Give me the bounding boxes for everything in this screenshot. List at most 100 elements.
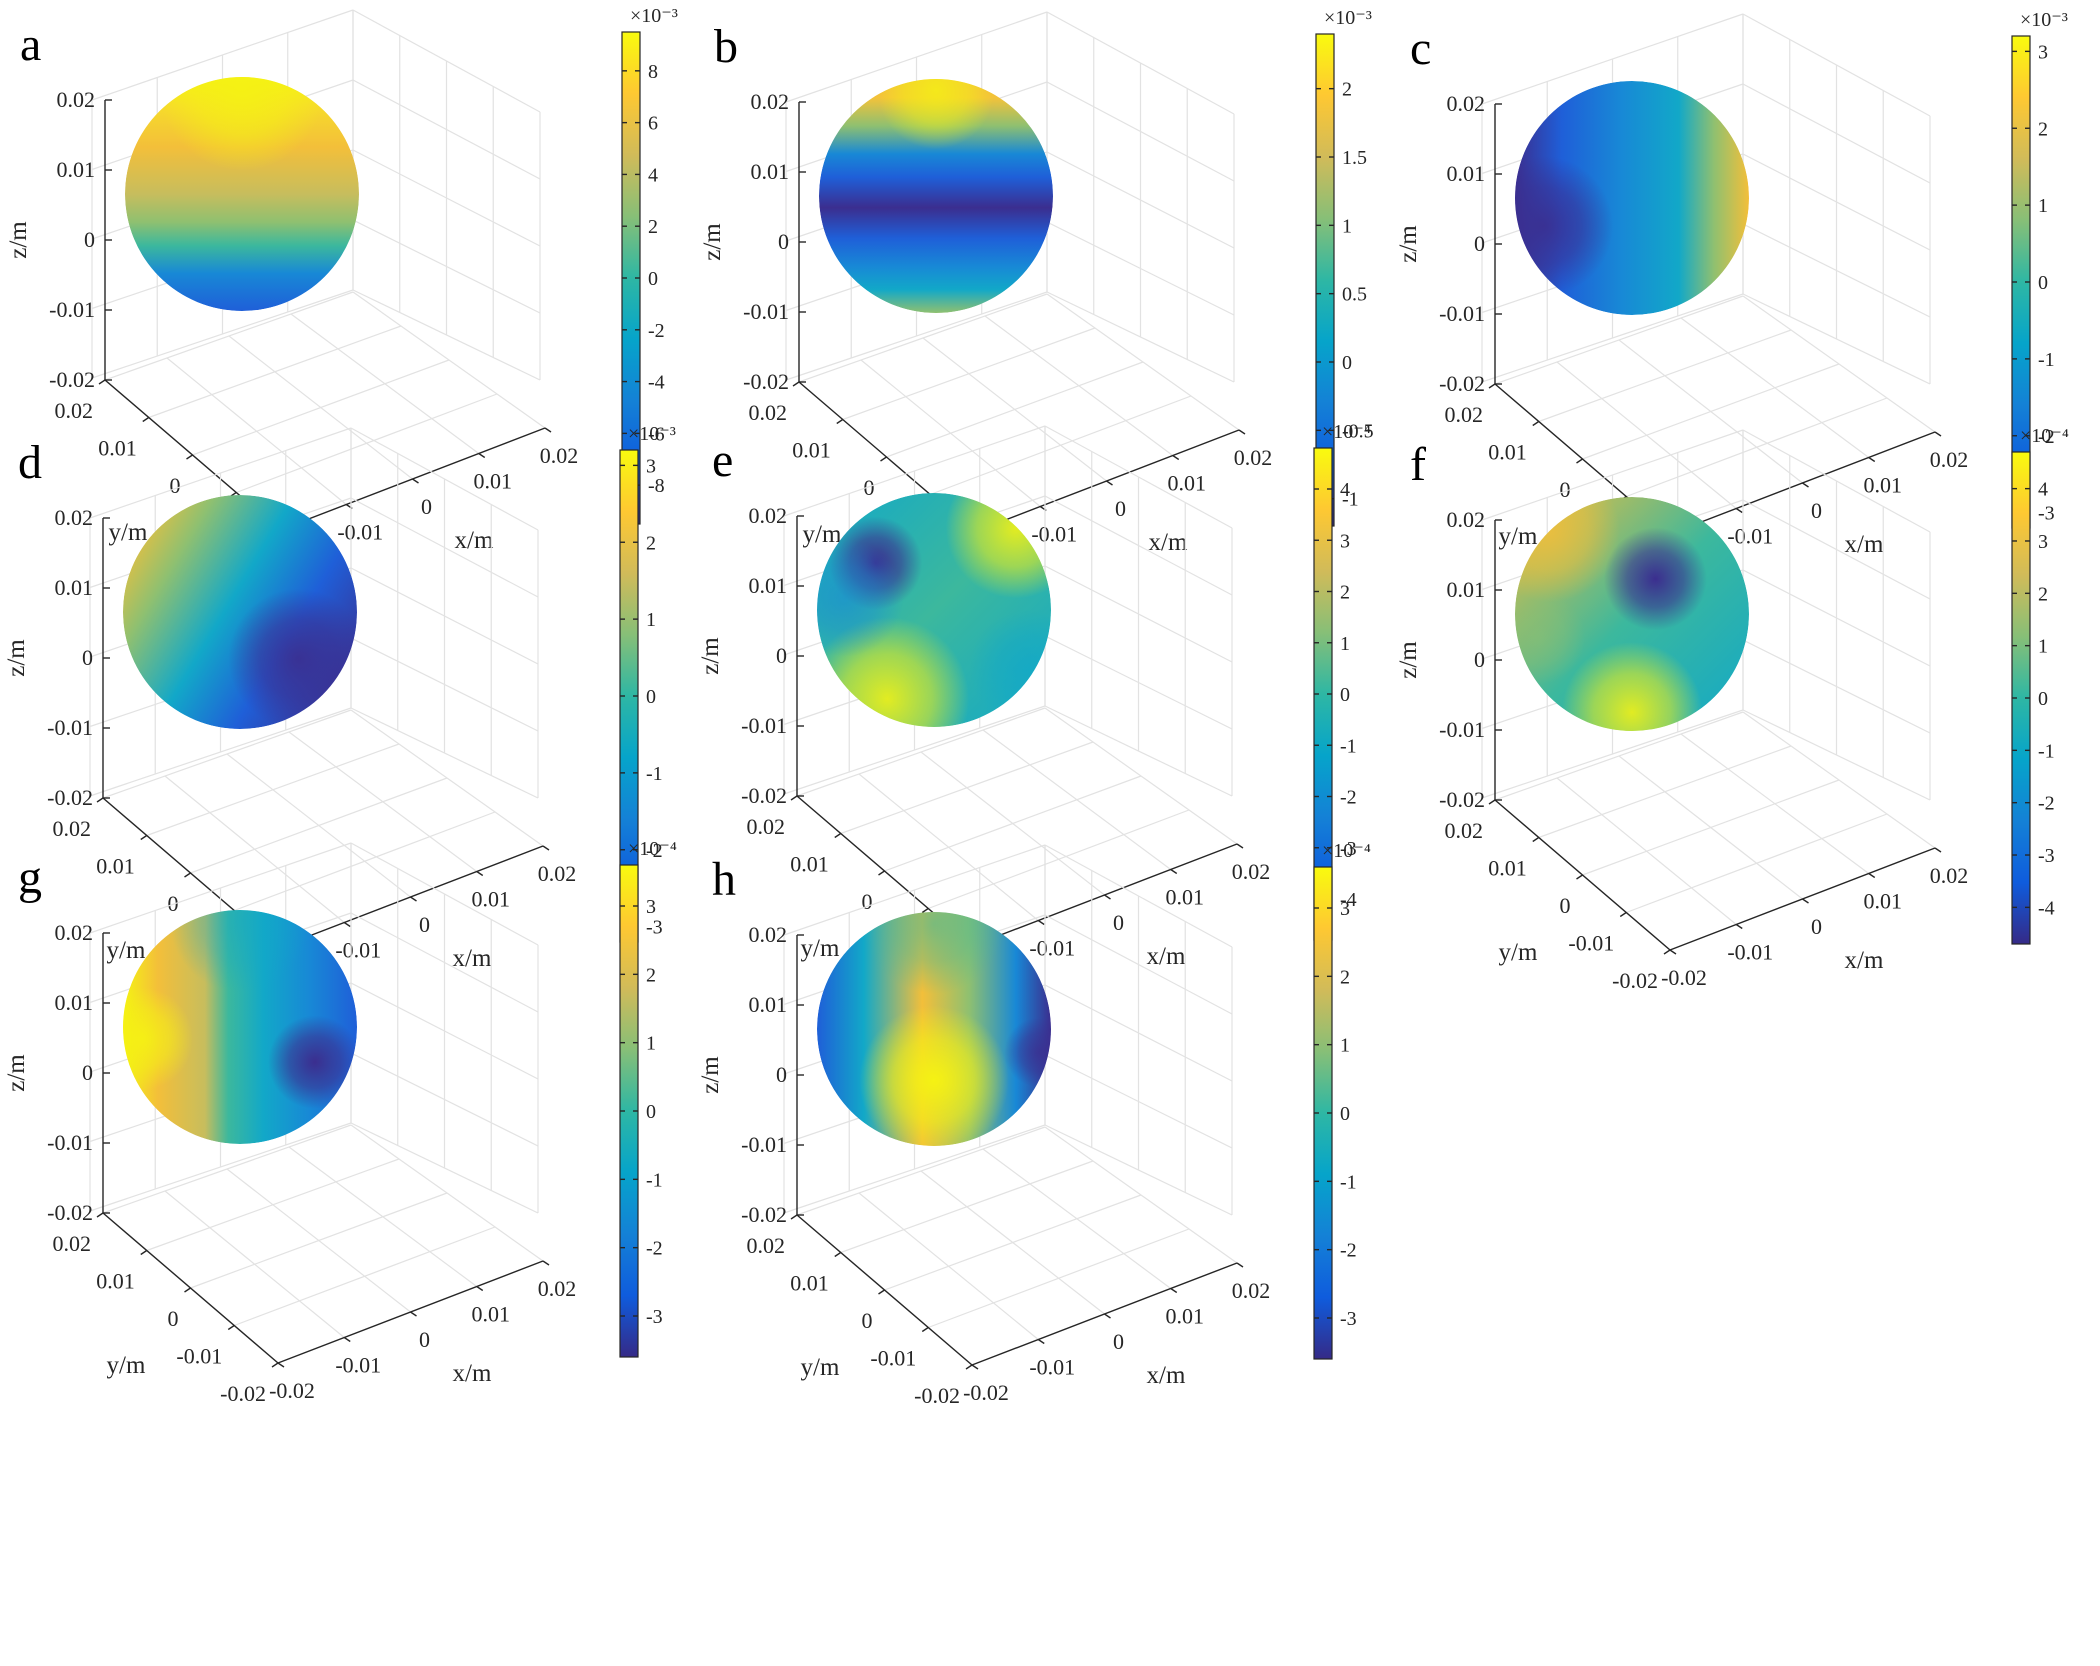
grid-line <box>226 753 411 898</box>
z-tick-label: 0 <box>778 229 789 254</box>
panel-label: h <box>712 853 736 906</box>
grid-line <box>352 289 541 381</box>
y-tick <box>1532 420 1540 427</box>
z-tick-label: 0.02 <box>749 922 788 947</box>
surface-feature <box>228 588 357 729</box>
colorbar-tick-label: -3 <box>1340 838 1357 860</box>
x-axis-label: x/m <box>453 1360 492 1387</box>
y-tick-label: -0.02 <box>220 1381 266 1406</box>
colorbar-tick-label: 4 <box>648 164 658 186</box>
y-tick <box>140 1249 148 1256</box>
z-tick-label: -0.02 <box>49 367 95 392</box>
y-tick-label: 0.02 <box>747 1233 786 1258</box>
z-tick-label: -0.01 <box>47 1130 93 1155</box>
y-tick <box>184 872 191 878</box>
grid-line <box>785 291 1048 381</box>
colorbar-tick-label: -0.5 <box>1342 420 1374 442</box>
x-tick <box>476 870 484 877</box>
colorbar-tick-label: 3 <box>646 896 656 918</box>
z-tick-label: 0.02 <box>1447 507 1486 532</box>
z-tick-label: 0.02 <box>57 87 96 112</box>
colorbar-tick-label: -3 <box>646 917 663 939</box>
z-tick-label: 0.02 <box>55 920 94 945</box>
z-tick-label: -0.01 <box>741 713 787 738</box>
y-tick <box>965 1364 973 1370</box>
colorbar: -3 -2 -1 0 1 2 3 ×10⁻⁴ <box>619 838 677 1358</box>
x-axis-label: x/m <box>453 945 492 972</box>
grid-line <box>350 1052 539 1147</box>
colorbar-tick-label: -1 <box>1340 1171 1357 1193</box>
x-tick <box>412 478 419 484</box>
grid-line <box>350 637 539 732</box>
colorbar-tick-label: 0.5 <box>1342 284 1367 306</box>
grid-line <box>922 337 1107 482</box>
grid-line <box>984 315 1174 456</box>
grid-line <box>288 731 478 872</box>
colorbar-tick-label: -1 <box>646 1169 663 1191</box>
sphere-base <box>819 79 1053 313</box>
y-tick <box>271 1362 279 1368</box>
colorbar-tick-label: 1 <box>646 609 656 631</box>
colorbar-tick-label: 1 <box>646 1033 656 1055</box>
y-tick-label: -0.02 <box>914 1383 960 1408</box>
x-axis-label: x/m <box>1845 531 1884 558</box>
z-tick-label: -0.01 <box>47 715 93 740</box>
colorbar-exponent: ×10⁻⁴ <box>1322 421 1371 443</box>
y-tick-label: 0.01 <box>98 436 137 461</box>
colorbar-tick-label: 6 <box>648 113 658 135</box>
colorbar-tick-label: 0 <box>646 1101 656 1123</box>
x-tick-label: -0.01 <box>1727 940 1773 965</box>
colorbar-tick-label: -3 <box>2038 503 2055 525</box>
y-tick <box>878 870 885 876</box>
grid-line <box>1626 813 1888 914</box>
colorbar-tick-label: -1 <box>2038 740 2055 762</box>
panel-e: -0.02-0.0100.010.02z/m0.020.010-0.01-0.0… <box>697 421 1371 989</box>
y-tick <box>878 1289 885 1295</box>
x-tick-label: 0.01 <box>1168 471 1207 496</box>
colorbar-tick-label: 2 <box>2038 118 2048 140</box>
y-axis-label: y/m <box>109 519 148 546</box>
y-tick-label: 0 <box>168 1306 179 1331</box>
x-tick-label: -0.01 <box>1031 522 1077 547</box>
colorbar-tick-label: 0 <box>1342 352 1352 374</box>
sphere-surface <box>123 495 357 729</box>
z-tick-label: -0.02 <box>743 369 789 394</box>
x-tick <box>1238 429 1246 435</box>
x-tick <box>542 1260 550 1266</box>
y-axis-label: y/m <box>1499 523 1538 550</box>
y-axis-label: y/m <box>107 937 146 964</box>
colorbar-tick-label: 3 <box>2038 41 2048 63</box>
panel-b: -0.02-0.0100.010.02z/m0.020.010-0.01-0.0… <box>699 7 1374 575</box>
z-tick-label: 0 <box>82 645 93 670</box>
grid-line <box>1044 1124 1233 1216</box>
z-tick-label: 0.02 <box>751 89 790 114</box>
surface-feature <box>1515 590 1586 685</box>
colorbar: -1 -0.5 0 0.5 1 1.5 2 ×10⁻³ <box>1315 7 1374 527</box>
y-axis-label: y/m <box>1499 939 1538 966</box>
x-axis-label: x/m <box>1147 943 1186 970</box>
x-tick <box>1236 843 1244 849</box>
grid-line <box>982 1148 1172 1289</box>
z-tick-label: -0.01 <box>743 299 789 324</box>
panel-label: f <box>1410 438 1426 491</box>
z-tick-label: 0 <box>1474 647 1485 672</box>
y-tick <box>1488 799 1496 805</box>
x-tick-label: 0.02 <box>1234 445 1273 470</box>
z-tick-label: -0.02 <box>1439 371 1485 396</box>
y-tick <box>142 416 150 423</box>
x-tick-label: 0 <box>1811 498 1822 523</box>
grid-line <box>1044 635 1233 730</box>
surface-feature <box>859 1005 1009 1146</box>
x-tick <box>542 845 550 851</box>
z-axis-label: z/m <box>1395 641 1422 679</box>
colorbar: -4 -3 -2 -1 0 1 2 3 4 ×10⁻⁴ <box>1313 421 1371 941</box>
colorbar: -4 -3 -2 -1 0 1 2 3 4 ×10⁻⁴ <box>2011 425 2069 945</box>
y-tick-label: -0.01 <box>870 1346 916 1371</box>
x-tick <box>1934 847 1942 853</box>
z-tick-label: -0.02 <box>741 1202 787 1227</box>
y-tick-label: 0.02 <box>55 398 94 423</box>
axes: -0.02-0.0100.010.02z/m0.020.010-0.01-0.0… <box>1395 507 1968 993</box>
x-tick-label: 0.01 <box>472 1302 511 1327</box>
sphere-surface <box>1515 81 1749 315</box>
z-tick-label: 0.01 <box>751 159 790 184</box>
